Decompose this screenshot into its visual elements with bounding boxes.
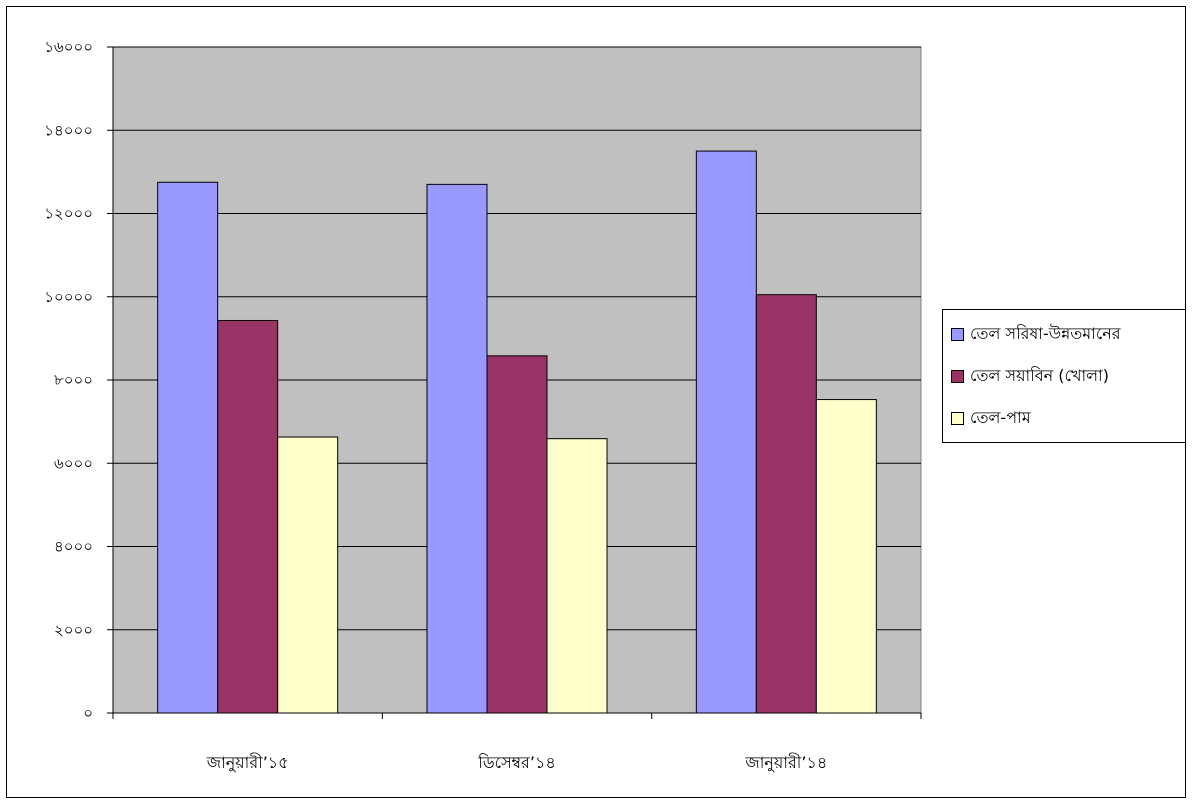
y-axis-ticks: ০ ২০০০ ৪০০০ ৬০০০ ৮০০০ ১০০০০ ১২০০০ ১৪০০০ ১৬০০০ [44, 38, 113, 722]
legend-swatch-2 [951, 411, 964, 425]
bar [217, 319, 279, 714]
x-axis-labels: জানুয়ারী’১৫ ডিসেম্বর’১৪ জানুয়ারী’১৪ [206, 753, 827, 772]
legend-label-1: তেল সয়াবিন (খোলা) [970, 365, 1109, 385]
bar [486, 355, 548, 714]
legend-label-0: তেল সরিষা-উন্নতমানের [970, 323, 1121, 343]
y-tick-label: ৬০০০ [54, 454, 93, 472]
bar [755, 294, 817, 714]
y-tick-label: ১৪০০০ [44, 121, 93, 139]
legend-item-1: তেল সয়াবিন (খোলা) [951, 364, 1109, 388]
y-tick-label: ৮০০০ [54, 371, 93, 389]
bar [695, 150, 757, 714]
x-category-label: জানুয়ারী’১৫ [206, 753, 289, 772]
y-tick-label: ১০০০০ [44, 288, 93, 306]
legend-label-2: তেল-পাম [970, 407, 1031, 427]
y-tick-label: ২০০০ [54, 621, 93, 639]
legend-item-2: তেল-পাম [951, 406, 1031, 430]
y-tick-label: ১২০০০ [44, 205, 93, 223]
legend: তেল সরিষা-উন্নতমানের তেল সয়াবিন (খোলা) … [942, 309, 1186, 443]
bars [157, 150, 877, 714]
bar [157, 181, 219, 714]
legend-swatch-1 [951, 369, 964, 383]
legend-item-0: তেল সরিষা-উন্নতমানের [951, 322, 1121, 346]
bar [546, 438, 608, 714]
bar [815, 399, 877, 714]
x-category-label: জানুয়ারী’১৪ [744, 753, 827, 772]
bar [277, 436, 339, 714]
bar [426, 183, 488, 714]
y-tick-label: ৪০০০ [54, 538, 93, 556]
legend-swatch-0 [951, 327, 964, 341]
y-tick-label: ১৬০০০ [44, 38, 93, 56]
x-category-label: ডিসেম্বর’১৪ [477, 753, 555, 772]
y-tick-label: ০ [83, 704, 93, 722]
